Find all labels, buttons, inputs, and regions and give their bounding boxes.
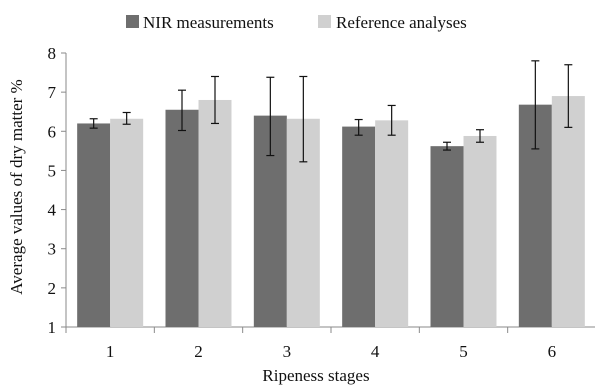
- y-axis-title: Average values of dry matter %: [7, 79, 26, 294]
- legend-label-nir: NIR measurements: [143, 13, 274, 32]
- bar-reference: [110, 118, 144, 327]
- y-tick-label: 5: [48, 161, 57, 180]
- y-tick-label: 3: [48, 240, 57, 259]
- bar-nir: [342, 126, 376, 328]
- x-tick-label: 5: [459, 342, 468, 361]
- bar-reference: [551, 96, 585, 327]
- bar-nir: [165, 109, 199, 327]
- x-tick-label: 1: [106, 342, 115, 361]
- bar-reference: [198, 99, 232, 327]
- y-tick-label: 8: [48, 44, 57, 63]
- plot-area: 1 2 3 4 5 6 7 8 1 2 3 4 5 6: [48, 44, 595, 361]
- legend: NIR measurements Reference analyses: [126, 13, 467, 32]
- x-tick-label: 3: [283, 342, 292, 361]
- bar-nir: [430, 146, 464, 327]
- legend-label-reference: Reference analyses: [336, 13, 467, 32]
- y-tick-label: 1: [48, 318, 57, 337]
- bar-reference: [463, 135, 497, 327]
- legend-swatch-nir: [126, 15, 139, 28]
- bar-nir: [77, 123, 111, 327]
- x-axis-title: Ripeness stages: [262, 366, 369, 385]
- bar-reference: [375, 120, 409, 327]
- x-tick-label: 4: [371, 342, 380, 361]
- x-tick-label: 2: [194, 342, 203, 361]
- y-tick-label: 4: [48, 201, 57, 220]
- y-tick-label: 6: [48, 122, 57, 141]
- y-tick-label: 2: [48, 279, 57, 298]
- x-tick-label: 6: [548, 342, 557, 361]
- y-tick-label: 7: [48, 83, 57, 102]
- legend-swatch-reference: [318, 15, 331, 28]
